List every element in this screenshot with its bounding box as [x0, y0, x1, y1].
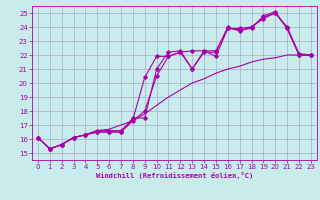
X-axis label: Windchill (Refroidissement éolien,°C): Windchill (Refroidissement éolien,°C)	[96, 172, 253, 179]
